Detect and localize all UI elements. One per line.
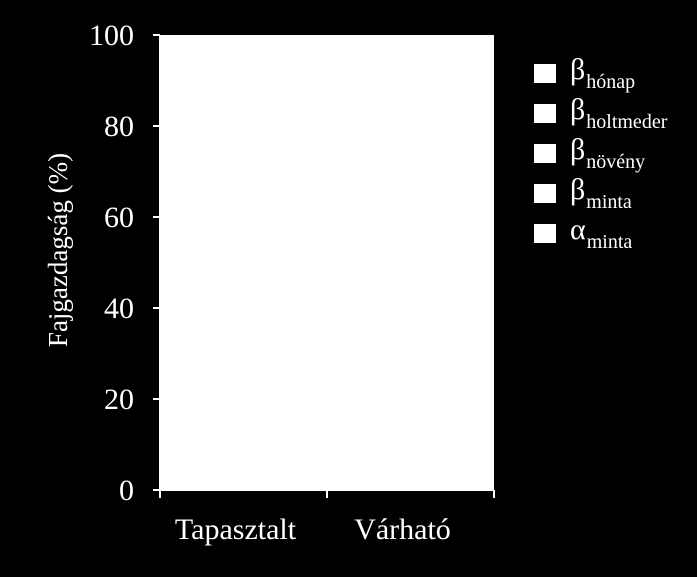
y-tick-label: 20 (104, 383, 134, 416)
legend: βhónap βholtmeder βnövény βminta αminta (534, 52, 694, 253)
plot-area (160, 35, 494, 490)
legend-label: βnövény (570, 133, 646, 173)
legend-item: αminta (534, 212, 694, 253)
y-tick-label: 100 (89, 19, 134, 52)
y-tick-label: 80 (104, 110, 134, 143)
y-tick-label: 0 (119, 474, 134, 507)
legend-swatch (534, 104, 556, 123)
legend-item: βhónap (534, 52, 694, 93)
y-tick-label: 40 (104, 292, 134, 325)
legend-label: βhónap (570, 53, 636, 93)
legend-label: βholtmeder (570, 93, 668, 133)
x-axis: Tapasztalt Várható (159, 489, 495, 546)
legend-label: βminta (570, 173, 632, 213)
legend-swatch (534, 144, 556, 163)
legend-item: βminta (534, 172, 694, 213)
y-axis-label: Fajgazdagság (%) (43, 153, 73, 347)
legend-swatch (534, 184, 556, 203)
x-tick-label: Várható (354, 513, 451, 546)
y-axis: 0 20 40 60 80 100 (89, 19, 161, 507)
legend-label: αminta (570, 213, 633, 253)
legend-item: βholtmeder (534, 92, 694, 133)
legend-item: βnövény (534, 132, 694, 173)
legend-swatch (534, 64, 556, 83)
x-tick-label: Tapasztalt (175, 513, 297, 546)
legend-swatch (534, 224, 556, 243)
y-tick-label: 60 (104, 201, 134, 234)
